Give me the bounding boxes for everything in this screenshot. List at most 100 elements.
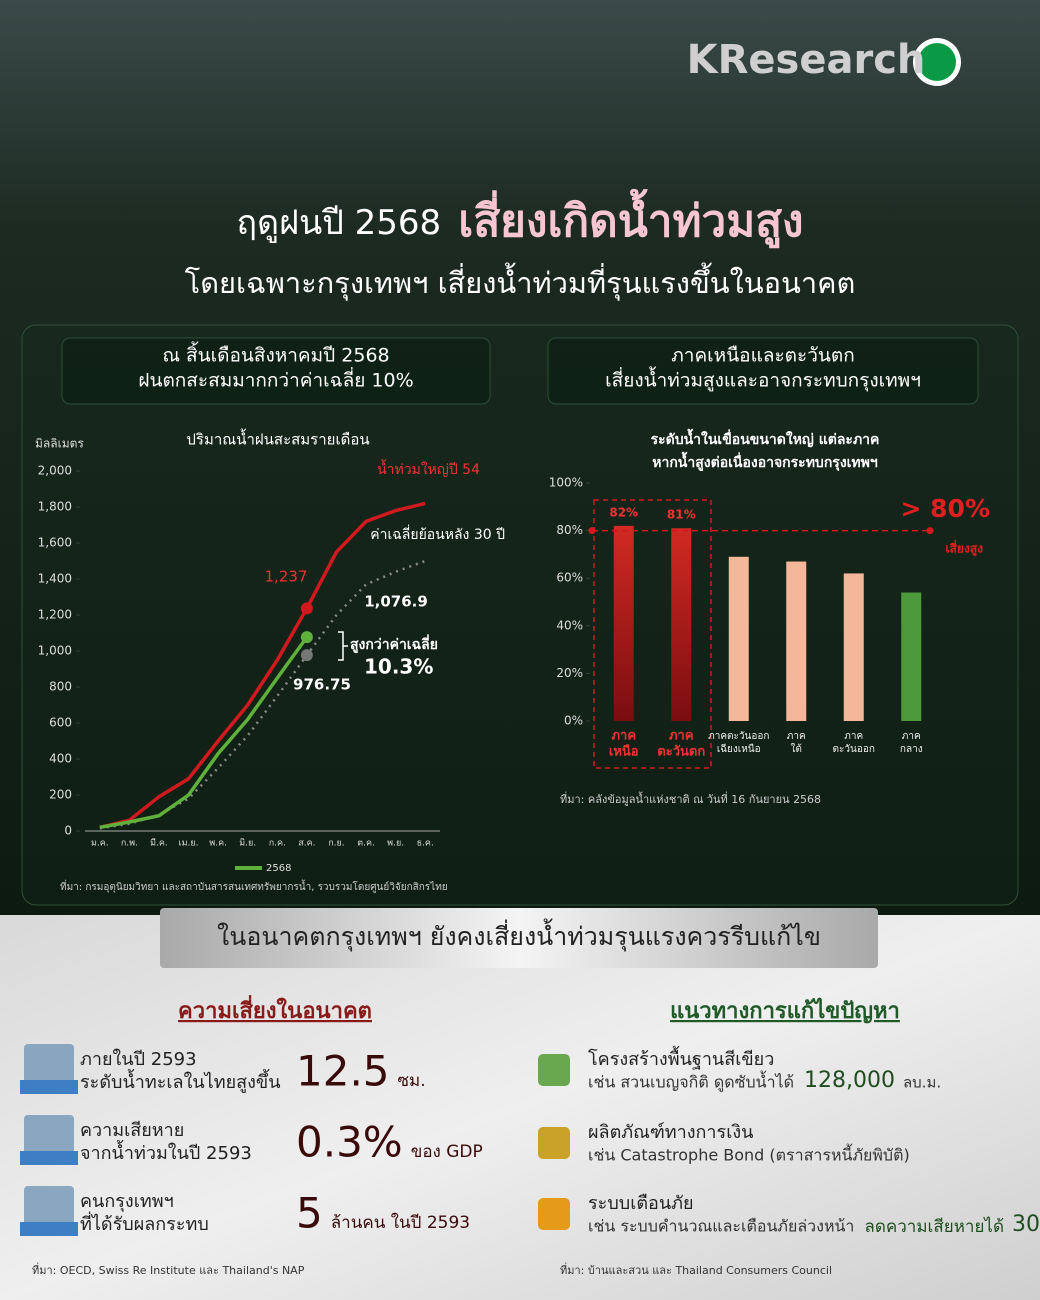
highlight-box	[593, 499, 712, 769]
y-tick-label: 1,000	[38, 644, 72, 658]
solution-title: โครงสร้างพื้นฐานสีเขียว	[588, 1046, 774, 1070]
y-tick-label: 200	[49, 788, 72, 802]
source: ที่มา: คลังข้อมูลน้ำแห่งชาติ ณ วันที่ 16…	[560, 791, 821, 806]
x-tick-label: ก.ค.	[269, 839, 286, 849]
point	[300, 631, 313, 644]
panel-heading: ฝนตกสะสมมากกว่าค่าเฉลี่ย 10%	[138, 367, 413, 392]
risk-unit: ของ GDP	[411, 1142, 483, 1162]
risk-unit: ล้านคน ในปี 2593	[331, 1212, 470, 1233]
point	[300, 649, 313, 662]
value-label: 81%	[667, 508, 696, 522]
x-tick-label: ใต้	[791, 743, 802, 755]
subtitle: โดยเฉพาะกรุงเทพฯ เสี่ยงน้ำท่วมที่รุนแรงข…	[185, 262, 856, 301]
value-label: 1,237	[265, 568, 308, 586]
annotation-value: 10.3%	[364, 655, 433, 679]
x-tick-label: ม.ค.	[91, 839, 109, 849]
y-tick-label: 100%	[549, 476, 583, 490]
section-heading: ความเสี่ยงในอนาคต	[178, 994, 372, 1024]
series-line	[99, 636, 309, 830]
y-tick-label: 2,000	[38, 464, 72, 478]
x-tick-label: ธ.ค.	[417, 839, 434, 849]
solution-detail: เช่น Catastrophe Bond (ตราสารหนี้ภัยพิบั…	[588, 1144, 910, 1165]
background	[0, 0, 1040, 915]
legend-label: 2568	[266, 863, 291, 874]
bar	[843, 573, 864, 721]
threshold-end	[926, 527, 934, 535]
x-tick-label: ภาค	[787, 731, 806, 742]
bracket	[338, 631, 348, 661]
chart-title: ระดับน้ำในเขื่อนขนาดใหญ่ แต่ละภาค	[651, 428, 880, 448]
bar	[613, 525, 634, 721]
y-tick-label: 20%	[556, 666, 583, 680]
solution-unit: ลบ.ม.	[903, 1074, 941, 1092]
threshold-end	[588, 527, 596, 535]
value-label: 82%	[609, 505, 638, 519]
logo: KResearch	[687, 37, 926, 83]
chart-title: หากน้ำสูงต่อเนื่องอาจกระทบกรุงเทพฯ	[652, 451, 878, 471]
title: ฤดูฝนปี 2568 เสี่ยงเกิดน้ำท่วมสูง	[236, 188, 803, 248]
x-tick-label: พ.ค.	[209, 839, 227, 849]
y-tick-label: 80%	[556, 523, 583, 537]
risk-text: ที่ได้รับผลกระทบ	[80, 1211, 209, 1235]
panel-heading: ณ สิ้นเดือนสิงหาคมปี 2568	[162, 342, 389, 367]
title-highlight: เสี่ยงเกิดน้ำท่วมสูง	[458, 188, 803, 248]
icon-water	[20, 1080, 78, 1094]
series-line	[99, 559, 426, 830]
x-tick-label: ตะวันตก	[657, 745, 705, 760]
x-tick-label: ภาคตะวันออก	[708, 731, 769, 742]
icon-water	[20, 1151, 78, 1165]
icon	[538, 1198, 570, 1230]
banner-text: ในอนาคตกรุงเทพฯ ยังคงเสี่ยงน้ำท่วมรุนแรง…	[217, 918, 821, 952]
risk-figure: 0.3%	[296, 1118, 403, 1167]
risk-figure: 12.5	[296, 1047, 390, 1096]
x-tick-label: ภาค	[902, 731, 921, 742]
bar	[671, 528, 692, 721]
x-tick-label: ภาค	[844, 731, 863, 742]
bar	[901, 592, 922, 721]
x-tick-label: เฉียงเหนือ	[717, 743, 761, 755]
logo-mark	[918, 43, 956, 81]
risk-figure: 5	[296, 1189, 323, 1238]
point	[300, 602, 313, 615]
y-tick-label: 1,800	[38, 500, 72, 514]
y-tick-label: 0%	[564, 714, 583, 728]
bar	[728, 556, 749, 721]
value-label: 1,076.9	[364, 593, 428, 611]
icon-water	[20, 1222, 78, 1236]
series-label: น้ำท่วมใหญ่ปี 54	[377, 459, 480, 478]
x-tick-label: ภาค	[611, 729, 636, 744]
y-tick-label: 400	[49, 752, 72, 766]
lower-background	[0, 915, 1040, 1300]
x-tick-label: ต.ค.	[357, 839, 375, 849]
bar	[786, 561, 807, 721]
risk-text: ความเสียหาย	[80, 1120, 184, 1141]
x-tick-label: ก.ย.	[328, 839, 344, 849]
icon	[538, 1054, 570, 1086]
icon	[538, 1127, 570, 1159]
source: ที่มา: กรมอุตุนิยมวิทยา และสถาบันสารสนเท…	[60, 879, 448, 893]
x-tick-label: มิ.ย.	[239, 838, 256, 849]
threshold-label: > 80%	[901, 494, 991, 523]
y-tick-label: 0	[64, 824, 72, 838]
risk-text: ระดับน้ำทะเลในไทยสูงขึ้น	[80, 1069, 281, 1093]
y-tick-label: 40%	[556, 618, 583, 632]
chart-title: ปริมาณน้ำฝนสะสมรายเดือน	[186, 429, 369, 449]
x-tick-label: ตะวันออก	[833, 744, 875, 755]
x-tick-label: มี.ค.	[150, 838, 168, 849]
solution-figure: 128,000	[804, 1068, 895, 1093]
solution-title: ผลิตภัณฑ์ทางการเงิน	[588, 1122, 753, 1143]
x-tick-label: ส.ค.	[298, 839, 315, 849]
y-axis-label: มิลลิเมตร	[35, 437, 84, 451]
value-label: 976.75	[293, 676, 351, 694]
y-tick-label: 1,600	[38, 536, 72, 550]
panel-heading: เสี่ยงน้ำท่วมสูงและอาจกระทบกรุงเทพฯ	[605, 367, 921, 393]
threshold-note: เสี่ยงสูง	[946, 540, 984, 557]
x-tick-label: พ.ย.	[387, 839, 404, 849]
source: ที่มา: บ้านและสวน และ Thailand Consumers…	[560, 1262, 832, 1277]
x-tick-label: เหนือ	[609, 744, 639, 760]
x-tick-label: ภาค	[669, 729, 694, 744]
heading-box	[61, 337, 491, 405]
series-line	[99, 501, 426, 830]
